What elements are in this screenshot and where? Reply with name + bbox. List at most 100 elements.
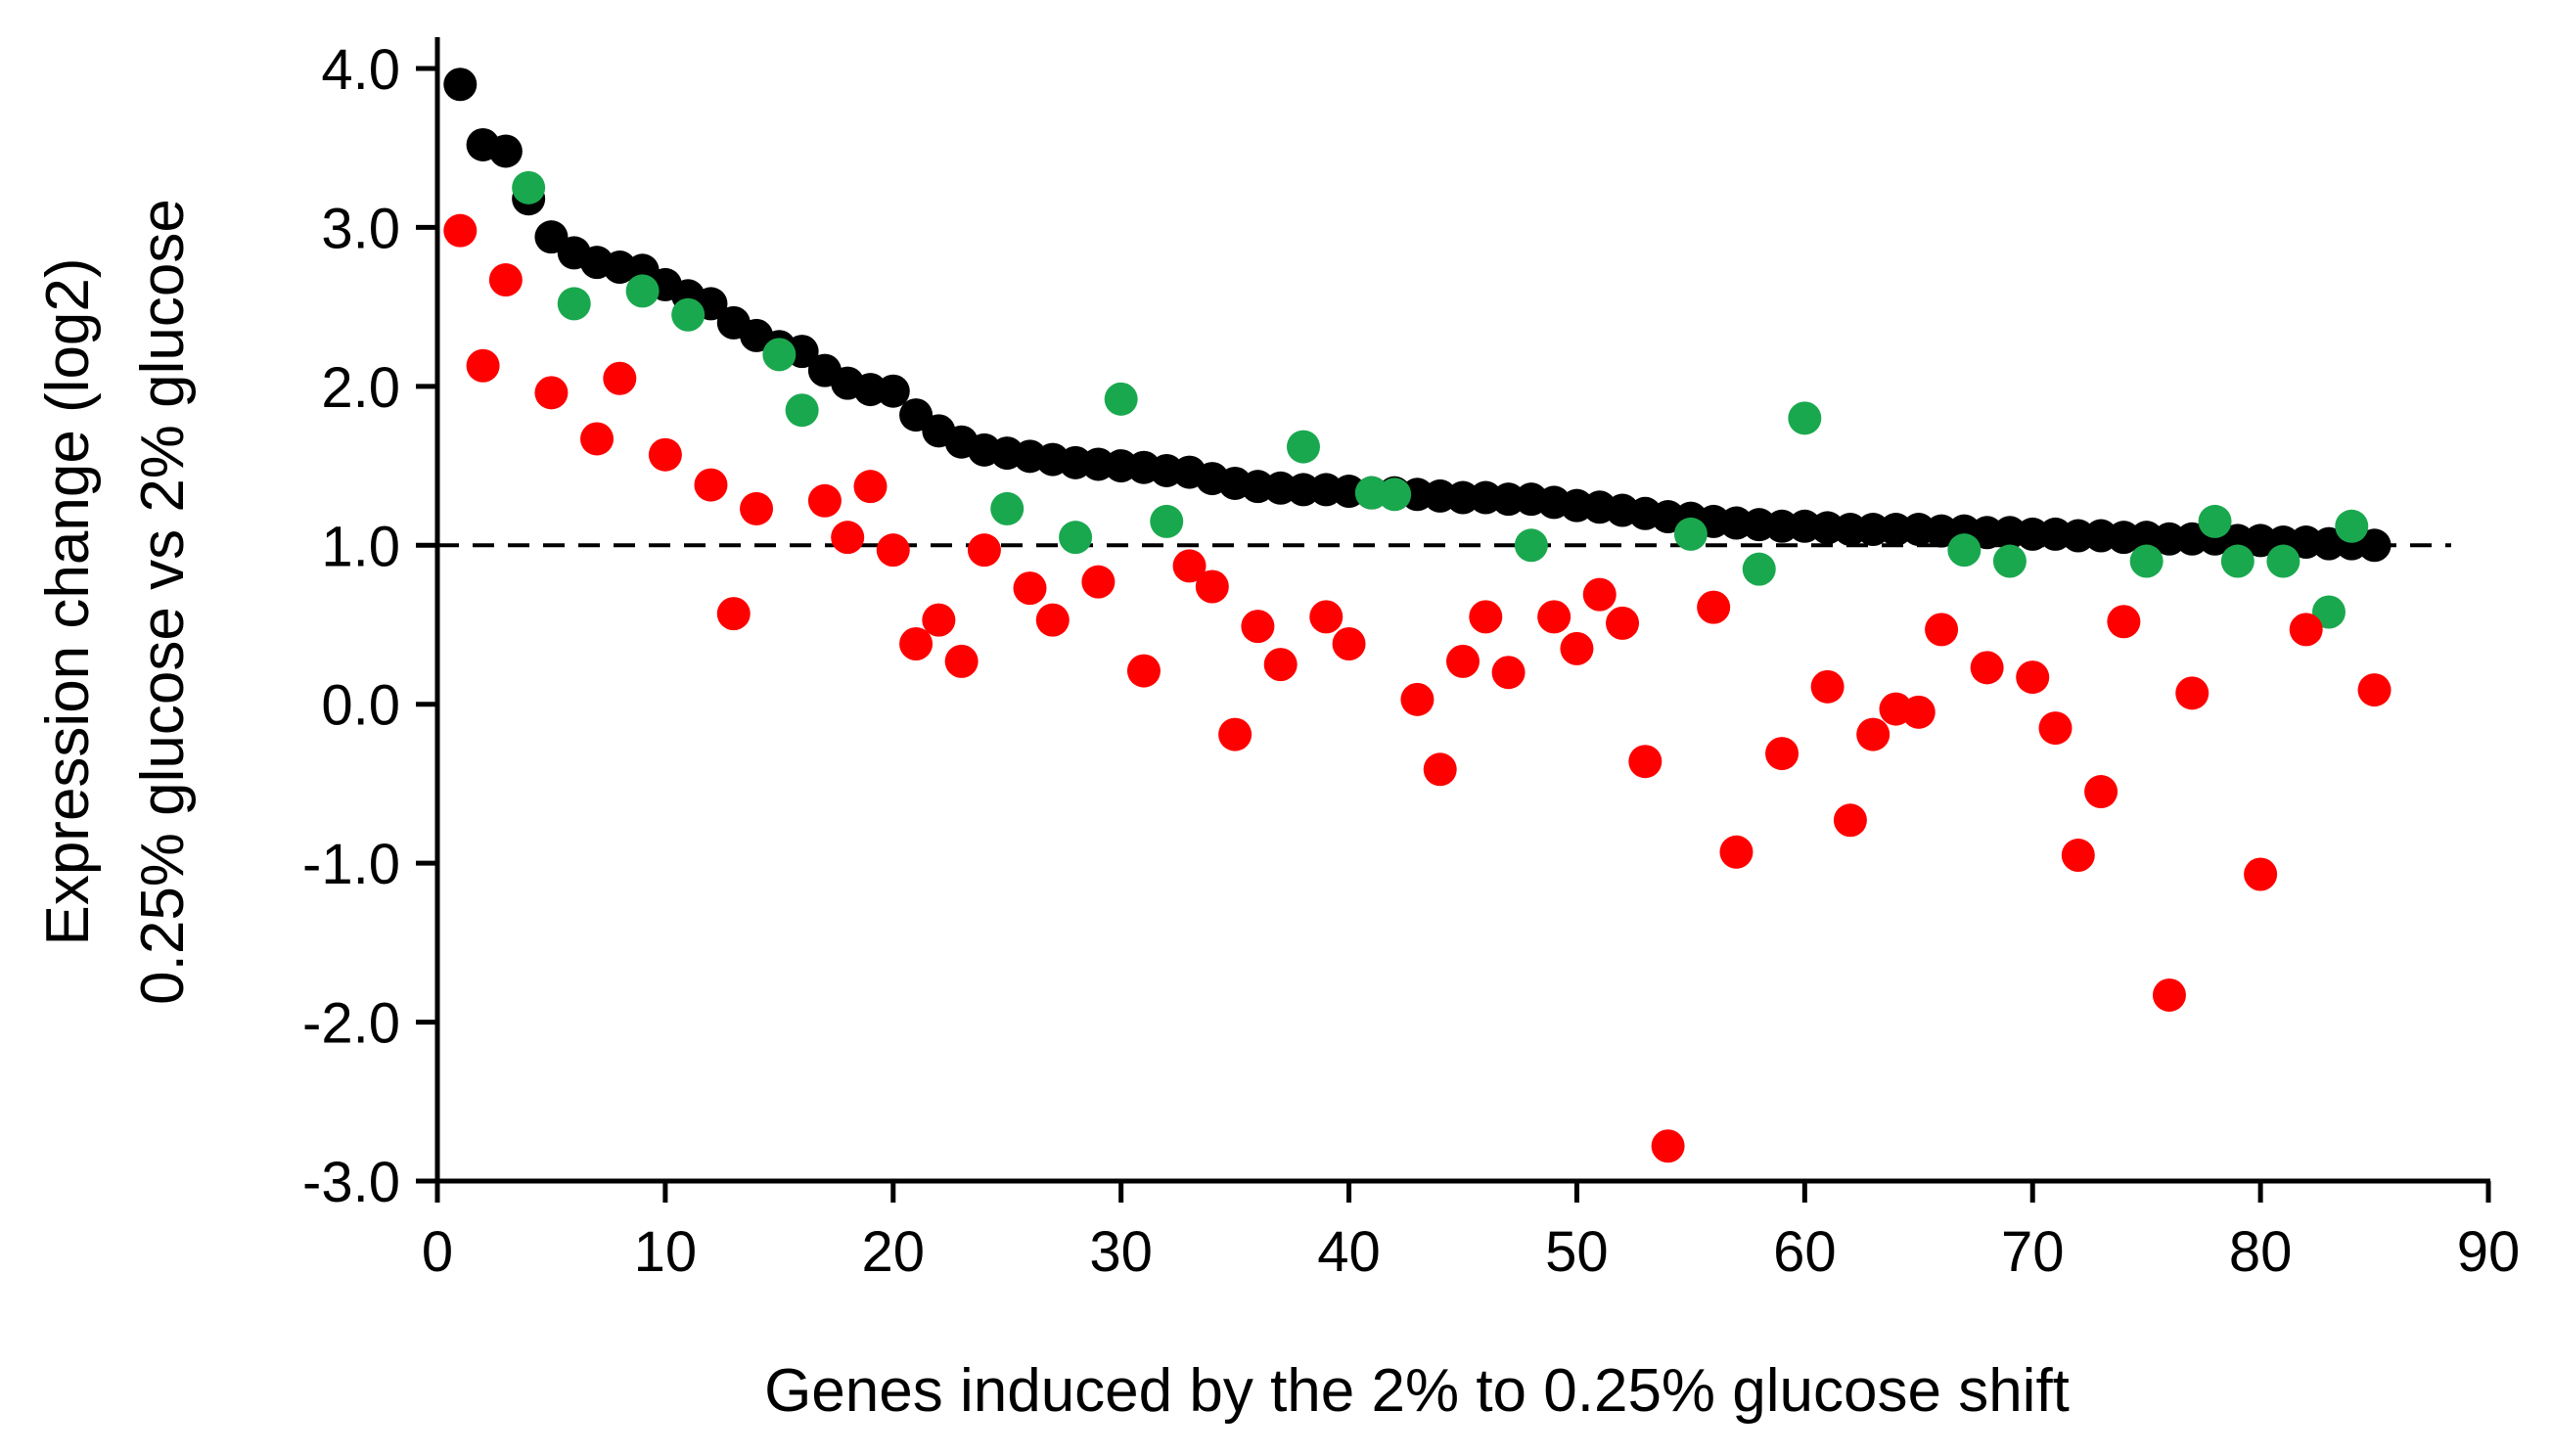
black-point-73 (2107, 521, 2141, 555)
green-point-20 (2198, 504, 2232, 538)
y-tick-label-2: -1.0 (302, 833, 400, 896)
green-point-21 (2220, 544, 2255, 578)
black-point-61 (1833, 513, 1867, 547)
red-point-43 (1810, 669, 1845, 704)
black-point-67 (1970, 516, 2004, 550)
red-point-41 (1719, 835, 1754, 869)
black-point-84 (2357, 528, 2392, 563)
black-point-2 (488, 134, 523, 168)
red-point-16 (944, 644, 979, 678)
red-point-7 (694, 468, 728, 502)
x-tick-label-6: 60 (1773, 1220, 1837, 1284)
red-point-56 (2175, 676, 2209, 710)
red-point-49 (1970, 651, 2004, 685)
red-point-10 (807, 483, 842, 518)
green-point-10 (1286, 430, 1320, 464)
y-tick-label-4: 1.0 (321, 515, 400, 578)
y-tick-label-7: 4.0 (321, 38, 400, 102)
black-point-69 (2016, 517, 2050, 551)
red-point-26 (1263, 648, 1298, 682)
red-point-33 (1491, 656, 1526, 690)
red-point-30 (1423, 752, 1457, 787)
axis-labels: Genes induced by the 2% to 0.25% glucose… (34, 199, 2070, 1425)
red-point-50 (2016, 660, 2050, 695)
x-tick-label-2: 20 (862, 1220, 926, 1284)
red-point-53 (2084, 775, 2118, 809)
red-point-25 (1241, 610, 1275, 644)
green-point-19 (2129, 544, 2164, 578)
black-point-62 (1856, 513, 1890, 547)
red-point-5 (603, 361, 637, 395)
red-point-1 (466, 348, 500, 383)
red-point-51 (2038, 711, 2073, 746)
red-point-58 (2289, 613, 2323, 647)
red-point-35 (1560, 631, 1594, 665)
green-point-7 (1059, 521, 1093, 555)
red-point-47 (1901, 695, 1936, 729)
black-point-82 (2311, 526, 2346, 561)
x-axis-title: Genes induced by the 2% to 0.25% glucose… (764, 1357, 2070, 1425)
red-point-9 (740, 491, 774, 525)
y-tick-label-6: 3.0 (321, 197, 400, 260)
black-point-19 (876, 374, 910, 408)
red-point-14 (899, 626, 934, 660)
green-point-15 (1742, 552, 1776, 586)
red-point-48 (1925, 613, 1959, 647)
black-point-46 (1491, 482, 1526, 517)
axes: -3.0 -2.0 -1.0 0.0 1.0 2.0 3.0 4.0 0 10 20 30 40 50 60… (302, 37, 2520, 1284)
red-point-55 (2152, 978, 2186, 1012)
red-point-20 (1081, 565, 1116, 599)
green-point-5 (785, 393, 819, 428)
green-point-2 (625, 274, 660, 308)
black-point-44 (1446, 480, 1480, 515)
red-point-12 (853, 470, 888, 504)
red-point-18 (1013, 571, 1047, 606)
green-point-16 (1788, 401, 1822, 435)
y-tick-label-1: -2.0 (302, 992, 400, 1056)
red-point-8 (716, 597, 751, 631)
red-point-54 (2107, 605, 2141, 639)
black-point-37 (1286, 473, 1320, 507)
green-point-14 (1673, 517, 1708, 551)
x-tick-label-4: 40 (1317, 1220, 1381, 1284)
x-tick-label-9: 90 (2457, 1220, 2521, 1284)
y-tick-label-5: 2.0 (321, 356, 400, 420)
green-point-9 (1150, 504, 1184, 538)
black-point-65 (1925, 514, 1959, 548)
red-point-11 (831, 521, 865, 555)
red-point-32 (1469, 600, 1503, 634)
red-point-6 (648, 437, 682, 472)
green-point-3 (671, 297, 706, 332)
red-point-36 (1582, 577, 1617, 612)
green-point-6 (990, 491, 1025, 525)
red-point-59 (2357, 673, 2392, 707)
y-axis-title-line-1: Expression change (log2) (34, 257, 102, 945)
red-point-34 (1537, 600, 1572, 634)
red-point-22 (1172, 549, 1207, 583)
black-point-71 (2061, 519, 2095, 553)
green-point-22 (2266, 544, 2300, 578)
green-point-23 (2311, 595, 2346, 629)
y-tick-label-0: -3.0 (302, 1151, 400, 1214)
red-point-57 (2244, 857, 2278, 891)
data-points (443, 68, 2392, 1163)
black-point-75 (2152, 522, 2186, 556)
black-point-58 (1765, 509, 1799, 543)
x-tick-label-5: 50 (1545, 1220, 1609, 1284)
red-point-52 (2061, 839, 2095, 873)
x-tick-label-1: 10 (634, 1220, 698, 1284)
red-point-29 (1400, 682, 1435, 716)
green-point-17 (1947, 533, 1982, 568)
green-point-8 (1104, 382, 1138, 416)
red-point-21 (1126, 654, 1161, 688)
red-point-24 (1218, 717, 1253, 751)
black-point-0 (443, 68, 478, 102)
red-point-31 (1446, 644, 1480, 678)
red-point-28 (1332, 626, 1366, 660)
x-tick-label-8: 80 (2229, 1220, 2293, 1284)
x-tick-label-7: 70 (2001, 1220, 2065, 1284)
green-point-0 (512, 170, 546, 205)
black-point-76 (2175, 522, 2209, 556)
y-axis-title-line-2: 0.25% glucose vs 2% glucose (129, 199, 197, 1005)
red-point-19 (1035, 603, 1070, 637)
